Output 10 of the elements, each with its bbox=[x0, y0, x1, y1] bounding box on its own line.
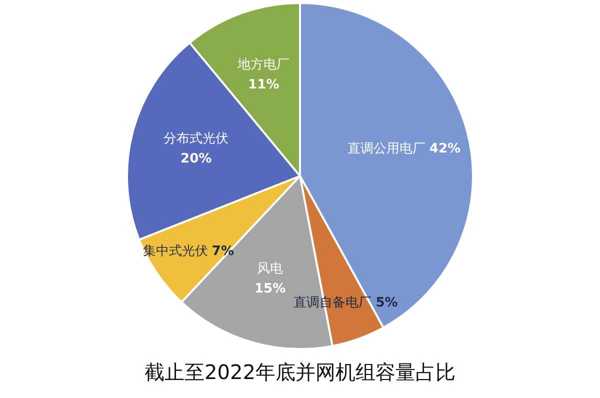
data-label: 15% bbox=[254, 281, 286, 296]
slice-label: 直调公用电厂 bbox=[347, 142, 430, 157]
data-label: 11% bbox=[248, 77, 280, 92]
slice-label: 地方电厂 bbox=[236, 56, 290, 72]
data-label: 42% bbox=[429, 142, 461, 157]
data-label: 20% bbox=[180, 152, 212, 167]
slice-label: 风电 bbox=[257, 261, 284, 276]
text: 截止至2022年底并网机组容量占比 bbox=[144, 360, 456, 384]
data-label: 5% bbox=[376, 295, 398, 310]
slice-label: 分布式光伏 bbox=[164, 132, 229, 147]
